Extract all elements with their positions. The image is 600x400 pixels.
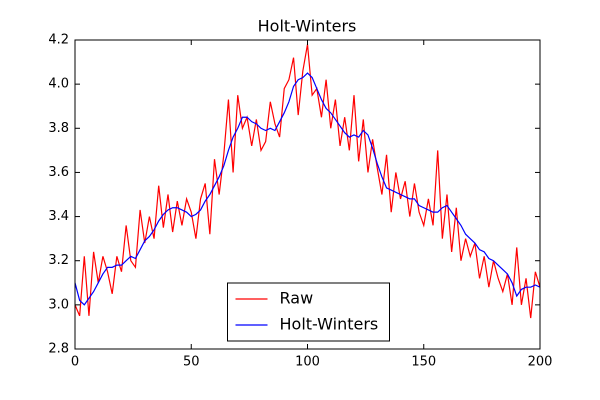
y-tick-label: 3.2	[48, 253, 69, 268]
x-tick-label: 100	[295, 355, 320, 370]
series-line	[74, 44, 541, 319]
x-tick-label: 150	[411, 355, 436, 370]
x-tick-label: 200	[528, 355, 553, 370]
series-line	[74, 72, 541, 306]
y-tick-label: 3.4	[48, 209, 69, 224]
chart-title: Holt-Winters	[258, 17, 357, 36]
y-tick-label: 4.2	[48, 33, 69, 48]
y-tick-label: 3.0	[48, 297, 69, 312]
legend-label: Holt-Winters	[280, 315, 379, 334]
legend-label: Raw	[280, 289, 314, 308]
x-tick-label: 50	[183, 355, 200, 370]
legend-box	[227, 282, 390, 342]
x-tick-label: 0	[71, 355, 79, 370]
y-tick-label: 3.6	[48, 165, 69, 180]
y-tick-label: 2.8	[48, 342, 69, 357]
y-tick-label: 4.0	[48, 77, 69, 92]
y-tick-label: 3.8	[48, 121, 69, 136]
